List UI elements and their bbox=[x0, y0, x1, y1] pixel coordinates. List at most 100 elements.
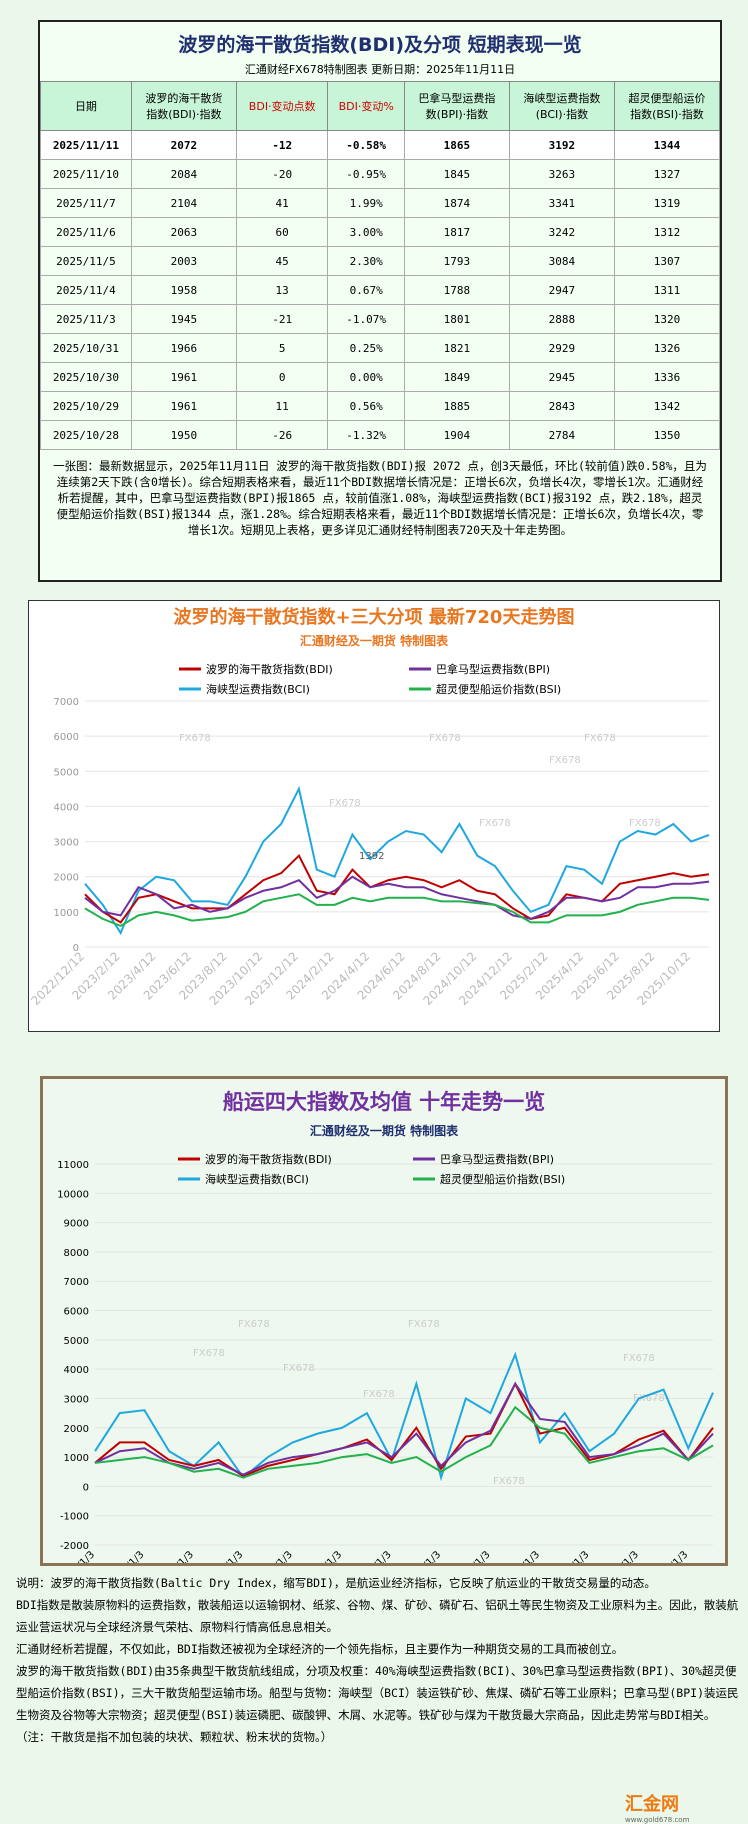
table-cell: 2945 bbox=[508, 362, 615, 392]
table-row: 2025/10/29 1961 11 0.56% 1885 2843 1342 bbox=[40, 391, 721, 421]
table-cell: -1.07% bbox=[327, 304, 405, 334]
table-cell: 45 bbox=[235, 246, 329, 276]
column-header: BDI·变动% bbox=[327, 81, 405, 131]
table-cell: 0.56% bbox=[327, 391, 405, 421]
watermark: FX678 bbox=[179, 733, 211, 744]
x-tick-label: 2022/1/3 bbox=[503, 1549, 543, 1566]
note: BDI指数是散装原物料的运费指数，散装船运以运输钢材、纸浆、谷物、煤、矿砂、磷矿… bbox=[16, 1598, 739, 1634]
table-cell: 2888 bbox=[508, 304, 615, 334]
x-tick-label: 2016/1/3 bbox=[206, 1549, 246, 1566]
y-tick-label: 2000 bbox=[64, 1424, 89, 1435]
table-cell: 3192 bbox=[508, 130, 615, 160]
table-cell: 2003 bbox=[130, 246, 237, 276]
watermark: FX678 bbox=[629, 818, 661, 829]
watermark: FX678 bbox=[479, 818, 511, 829]
y-tick-label: -2000 bbox=[60, 1541, 89, 1552]
table-cell: 1845 bbox=[403, 159, 510, 189]
table-cell: 2784 bbox=[508, 420, 615, 450]
table-cell: -20 bbox=[235, 159, 329, 189]
logo-name: 汇金网 bbox=[625, 1794, 679, 1815]
watermark: FX678 bbox=[549, 755, 581, 766]
table-row: 2025/11/10 2084 -20 -0.95% 1845 3263 1327 bbox=[40, 159, 721, 189]
watermark: FX678 bbox=[329, 798, 361, 809]
y-tick-label: 8000 bbox=[64, 1248, 89, 1259]
watermark: FX678 bbox=[238, 1319, 270, 1330]
watermark: FX678 bbox=[633, 1393, 665, 1404]
column-header: 超灵便型船运价 指数(BSI)·指数 bbox=[613, 81, 721, 131]
table-cell: 2025/11/6 bbox=[40, 217, 132, 247]
table-cell: 11 bbox=[235, 391, 329, 421]
table-cell: 2025/11/10 bbox=[40, 159, 132, 189]
table-cell: 1344 bbox=[613, 130, 721, 160]
watermark: FX678 bbox=[429, 733, 461, 744]
series-line bbox=[94, 1351, 714, 1482]
chart-title: 波罗的海干散货指数+三大分项 最新720天走势图 bbox=[174, 606, 575, 628]
y-tick-label: 1000 bbox=[64, 1453, 89, 1464]
table-row: 2025/11/4 1958 13 0.67% 1788 2947 1311 bbox=[40, 275, 721, 305]
table-cell: 2025/10/30 bbox=[40, 362, 132, 392]
table-cell: 0.25% bbox=[327, 333, 405, 363]
y-tick-label: 7000 bbox=[64, 1277, 89, 1288]
column-header: 日期 bbox=[40, 81, 132, 131]
table-row: 2025/11/11 2072 -12 -0.58% 1865 3192 1344 bbox=[40, 130, 721, 160]
table-row: 2025/11/6 2063 60 3.00% 1817 3242 1312 bbox=[40, 217, 721, 247]
table-cell: 2025/10/31 bbox=[40, 333, 132, 363]
table-cell: 2025/11/4 bbox=[40, 275, 132, 305]
table-row: 2025/11/5 2003 45 2.30% 1793 3084 1307 bbox=[40, 246, 721, 276]
table-cell: 2.30% bbox=[327, 246, 405, 276]
series-line bbox=[94, 1381, 714, 1476]
x-tick-label: 2023/1/3 bbox=[552, 1549, 592, 1566]
legend-label: 巴拿马型运费指数(BPI) bbox=[436, 662, 550, 676]
y-tick-label: 6000 bbox=[64, 1307, 89, 1318]
x-tick-label: 2019/1/3 bbox=[354, 1549, 394, 1566]
table-row: 2025/10/31 1966 5 0.25% 1821 2929 1326 bbox=[40, 333, 721, 363]
table-cell: 0.67% bbox=[327, 275, 405, 305]
x-tick-label: 2025/1/3 bbox=[651, 1549, 691, 1566]
y-tick-label: 11000 bbox=[57, 1160, 89, 1171]
y-tick-label: 3000 bbox=[54, 838, 79, 849]
summary: 一张图：最新数据显示，2025年11月11日 波罗的海干散货指数(BDI)报 2… bbox=[53, 459, 707, 537]
table-cell: -1.32% bbox=[327, 420, 405, 450]
table-cell: 13 bbox=[235, 275, 329, 305]
table: 日期 波罗的海干散货 指数(BDI)·指数 BDI·变动点数 BDI·变动% 巴拿马型运… bbox=[40, 81, 721, 450]
table-cell: 1950 bbox=[130, 420, 237, 450]
table-cell: 60 bbox=[235, 217, 329, 247]
table-cell: 1311 bbox=[613, 275, 721, 305]
watermark: FX678 bbox=[408, 1319, 440, 1330]
table-cell: 1801 bbox=[403, 304, 510, 334]
table-cell: 1342 bbox=[613, 391, 721, 421]
series-line bbox=[84, 785, 710, 936]
table-cell: 2843 bbox=[508, 391, 615, 421]
table-cell: 3.00% bbox=[327, 217, 405, 247]
logo: 汇金网 www.gold678.com bbox=[625, 1790, 689, 1824]
table-cell: 1945 bbox=[130, 304, 237, 334]
table-cell: 0.00% bbox=[327, 362, 405, 392]
table-cell: 2929 bbox=[508, 333, 615, 363]
table-cell: 3341 bbox=[508, 188, 615, 218]
y-tick-label: 0 bbox=[83, 1482, 89, 1493]
table-cell: 2025/11/11 bbox=[40, 130, 132, 160]
table-cell: 1961 bbox=[130, 362, 237, 392]
table-cell: -12 bbox=[235, 130, 329, 160]
table-row: 2025/10/30 1961 0 0.00% 1849 2945 1336 bbox=[40, 362, 721, 392]
table-cell: 2025/11/5 bbox=[40, 246, 132, 276]
column-header: BDI·变动点数 bbox=[235, 81, 329, 131]
y-tick-label: 4000 bbox=[54, 802, 79, 813]
table-cell: 2025/11/7 bbox=[40, 188, 132, 218]
title: 波罗的海干散货指数(BDI)及分项 短期表现一览 bbox=[178, 34, 582, 56]
chart-subtitle: 汇通财经及一期货 特制图表 bbox=[300, 633, 449, 648]
table-cell: 1958 bbox=[130, 275, 237, 305]
note: 波罗的海干散货指数(BDI)由35条典型干散货航线组成，分项及权重：40%海峡型… bbox=[16, 1664, 739, 1744]
legend-label: 海峡型运费指数(BCI) bbox=[205, 1172, 309, 1186]
watermark: FX678 bbox=[493, 1476, 525, 1487]
table-cell: 2025/11/3 bbox=[40, 304, 132, 334]
table-cell: 2025/10/28 bbox=[40, 420, 132, 450]
table-cell: 1326 bbox=[613, 333, 721, 363]
table-cell: 2947 bbox=[508, 275, 615, 305]
summary-panel: 波罗的海干散货指数(BDI)及分项 短期表现一览 汇通财经FX678特制图表 更… bbox=[38, 20, 722, 582]
x-tick-label: 2017/1/3 bbox=[255, 1549, 295, 1566]
table-cell: 1966 bbox=[130, 333, 237, 363]
table-cell: 1885 bbox=[403, 391, 510, 421]
